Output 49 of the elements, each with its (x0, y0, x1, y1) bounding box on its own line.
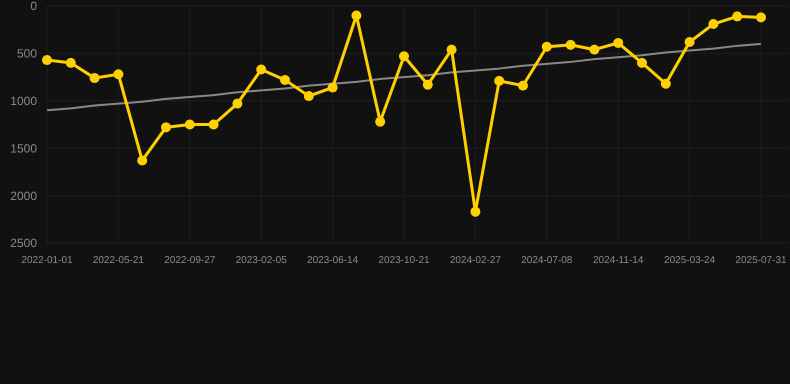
x-tick-label: 2022-01-01 (21, 255, 74, 266)
point (756, 12, 766, 22)
x-tick-label: 2022-09-27 (164, 255, 216, 266)
point (470, 206, 480, 217)
y-tick-label: 2500 (10, 236, 38, 250)
point (113, 69, 124, 80)
point (684, 37, 695, 48)
point (732, 11, 742, 22)
point (232, 98, 242, 109)
point (446, 44, 457, 55)
y-tick-label: 500 (16, 46, 38, 61)
point (280, 74, 290, 85)
point (375, 116, 386, 127)
point (399, 51, 409, 62)
point (256, 64, 266, 75)
point (518, 80, 528, 91)
point (328, 82, 338, 93)
x-tick-label: 2024-07-08 (521, 255, 573, 266)
x-tick-label: 2024-11-14 (592, 255, 644, 266)
point (494, 76, 504, 86)
point (161, 122, 171, 132)
point (137, 156, 148, 166)
point (351, 10, 362, 20)
point (613, 38, 624, 48)
x-tick-label: 2023-10-21 (378, 255, 430, 266)
point (184, 120, 195, 130)
point (708, 19, 718, 30)
point (589, 44, 600, 55)
x-tick-label: 2025-03-24 (664, 255, 716, 266)
y-tick-label: 1000 (10, 94, 38, 108)
y-tick-label: 0 (30, 0, 38, 14)
point (90, 73, 100, 84)
y-tick-label: 2000 (10, 188, 38, 203)
x-tick-label: 2025-07-31 (735, 255, 788, 266)
point (542, 42, 552, 52)
point (304, 91, 314, 102)
y-tick-label: 1500 (10, 141, 38, 156)
x-tick-label: 2022-05-21 (92, 255, 144, 266)
x-tick-label: 2024-02-27 (450, 255, 502, 266)
line-series (46, 42, 762, 112)
point (66, 58, 76, 68)
x-tick-label: 2023-02-05 (236, 255, 288, 266)
point (422, 80, 433, 90)
point (42, 55, 52, 66)
point (566, 40, 576, 50)
point (660, 78, 671, 89)
point (637, 58, 647, 68)
point (208, 120, 219, 130)
x-tick-label: 2023-06-14 (307, 255, 359, 266)
